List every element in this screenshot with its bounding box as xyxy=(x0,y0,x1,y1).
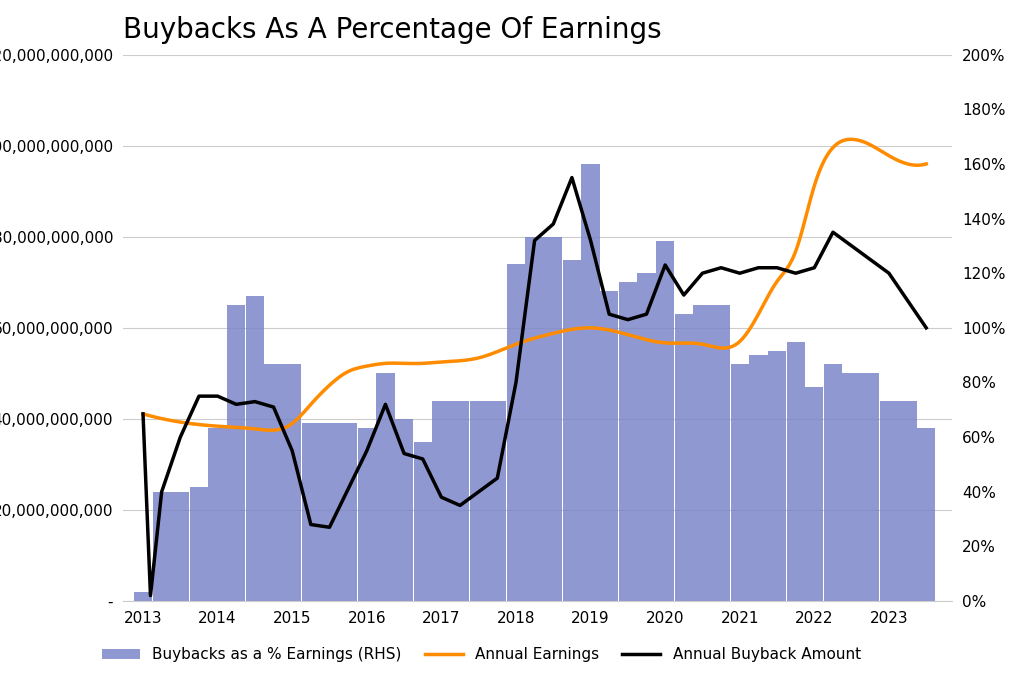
Bar xyxy=(246,296,264,601)
Bar xyxy=(824,364,842,601)
Bar xyxy=(712,305,730,601)
Bar xyxy=(750,355,768,601)
Bar xyxy=(768,350,786,601)
Bar xyxy=(376,374,394,601)
Bar xyxy=(525,237,544,601)
Bar xyxy=(189,487,208,601)
Bar xyxy=(861,374,880,601)
Bar xyxy=(675,314,693,601)
Bar xyxy=(488,401,507,601)
Bar xyxy=(582,164,600,601)
Bar xyxy=(544,237,562,601)
Bar xyxy=(357,428,376,601)
Bar xyxy=(656,241,674,601)
Bar xyxy=(451,401,469,601)
Bar xyxy=(563,260,581,601)
Bar xyxy=(786,342,805,601)
Bar xyxy=(918,428,935,601)
Bar xyxy=(134,592,153,601)
Bar xyxy=(414,442,432,601)
Bar xyxy=(395,419,414,601)
Bar xyxy=(321,423,339,601)
Bar xyxy=(339,423,357,601)
Bar xyxy=(843,374,861,601)
Bar xyxy=(805,387,823,601)
Bar xyxy=(302,423,319,601)
Bar xyxy=(507,264,525,601)
Bar xyxy=(898,401,916,601)
Bar xyxy=(600,292,618,601)
Bar xyxy=(693,305,712,601)
Bar xyxy=(283,364,301,601)
Bar xyxy=(227,305,246,601)
Bar xyxy=(730,364,749,601)
Bar xyxy=(618,282,637,601)
Bar xyxy=(432,401,451,601)
Bar xyxy=(880,401,898,601)
Bar xyxy=(264,364,283,601)
Bar xyxy=(153,492,171,601)
Bar xyxy=(171,492,189,601)
Bar xyxy=(209,428,226,601)
Legend: Buybacks as a % Earnings (RHS), Annual Earnings, Annual Buyback Amount: Buybacks as a % Earnings (RHS), Annual E… xyxy=(96,641,866,669)
Bar xyxy=(637,273,655,601)
Bar xyxy=(470,401,487,601)
Text: Buybacks As A Percentage Of Earnings: Buybacks As A Percentage Of Earnings xyxy=(123,16,662,44)
